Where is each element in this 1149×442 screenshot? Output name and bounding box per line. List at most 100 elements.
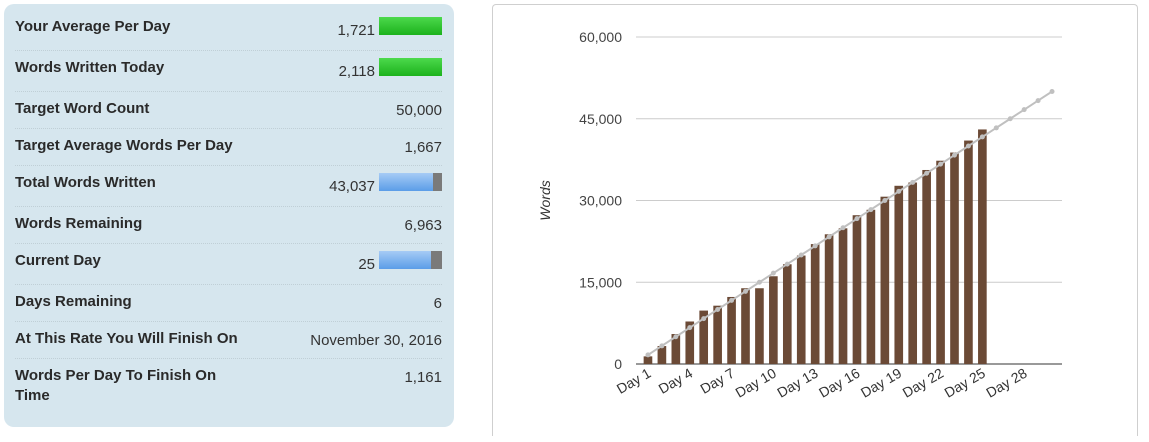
stat-value: 2,118 (338, 63, 375, 80)
stat-value: 1,721 (337, 22, 375, 39)
target-point (1021, 107, 1027, 113)
target-point (854, 216, 860, 222)
x-tick-label: Day 13 (774, 365, 821, 401)
target-point (910, 179, 916, 185)
stat-row-words-remaining: Words Remaining 6,963 (15, 207, 442, 244)
bar-day-4 (685, 321, 695, 364)
target-point (882, 198, 888, 203)
target-point (743, 288, 748, 294)
target-point (729, 297, 735, 303)
stat-label: Days Remaining (15, 293, 132, 310)
stat-row-your-average-per-day: Your Average Per Day 1,721 (15, 10, 442, 51)
target-point (868, 207, 874, 213)
target-point (896, 188, 902, 194)
stat-value: 43,037 (329, 178, 375, 195)
bar-day-7 (727, 296, 736, 364)
target-point (952, 152, 957, 158)
chart-card: 0 15,000 30,000 45,000 60,000 Words Day 1 Day 4… (492, 4, 1138, 436)
stat-value: 6 (433, 295, 442, 312)
stat-value: 6,963 (404, 217, 442, 234)
bar-day-25 (978, 129, 987, 364)
target-point (673, 334, 679, 340)
stat-label: Words Remaining (15, 215, 143, 232)
stat-label: At This Rate You Will Finish On (15, 330, 238, 347)
stat-row-words-written-today: Words Written Today 2,118 (15, 51, 442, 92)
progress-bar (379, 251, 442, 269)
bar-day-1 (643, 356, 653, 364)
stat-value: 1,161 (404, 369, 442, 386)
bar-day-18 (880, 196, 890, 364)
stat-label: Target Word Count (15, 100, 150, 117)
stat-label: Words Per Day To Finish On Time (15, 367, 217, 404)
x-tick-label: Day 16 (816, 365, 863, 401)
bar-day-8 (741, 288, 750, 364)
x-tick-label: Day 4 (656, 365, 696, 397)
target-point (645, 352, 651, 358)
target-point (701, 316, 707, 322)
stat-label: Target Average Words Per Day (15, 137, 233, 154)
bar-day-2 (657, 346, 667, 364)
target-point (1049, 89, 1055, 94)
target-point (770, 270, 776, 276)
progress-bar (379, 173, 442, 191)
stat-label: Current Day (15, 252, 101, 269)
target-point (659, 343, 665, 349)
stat-value: 50,000 (396, 102, 442, 119)
x-tick-label: Day 10 (732, 365, 779, 401)
y-tick-label: 45,000 (579, 111, 622, 127)
stat-row-target-average-words-per-day: Target Average Words Per Day 1,667 (15, 129, 442, 166)
target-point (1007, 116, 1013, 122)
bar-day-9 (755, 288, 764, 364)
target-point (840, 225, 846, 231)
target-point (965, 143, 971, 149)
x-tick-label: Day 22 (900, 365, 947, 401)
progress-bar (379, 17, 442, 35)
bar-day-17 (866, 209, 876, 364)
target-point (687, 325, 693, 331)
progress-bar (379, 58, 442, 76)
bar-day-20 (908, 182, 918, 364)
target-point (924, 170, 930, 176)
target-point (812, 243, 818, 249)
bar-day-22 (936, 160, 945, 364)
bar-day-13 (810, 244, 820, 364)
bar-day-23 (950, 152, 959, 364)
bar-day-21 (922, 169, 931, 364)
y-tick-label: 30,000 (579, 193, 622, 209)
target-point (784, 261, 790, 267)
target-point (938, 161, 944, 167)
bar-day-19 (894, 185, 904, 364)
stat-value: 1,667 (404, 139, 442, 156)
target-point (993, 125, 999, 131)
stat-value: 25 (358, 256, 375, 273)
stat-row-total-words-written: Total Words Written 43,037 (15, 166, 442, 207)
bar-day-16 (852, 215, 862, 364)
bar-day-14 (824, 234, 834, 364)
stat-row-current-day: Current Day 25 (15, 244, 442, 285)
bar-day-12 (796, 255, 806, 364)
target-point (715, 307, 721, 312)
target-point (979, 134, 985, 140)
target-point (798, 252, 804, 258)
target-point (756, 279, 762, 285)
x-tick-label: Day 25 (941, 365, 988, 401)
target-point (826, 234, 832, 240)
bar-day-3 (671, 334, 681, 364)
stats-panel: Your Average Per Day 1,721 Words Written T… (4, 4, 454, 427)
y-axis-label: Words (537, 180, 553, 220)
x-tick-label: Day 7 (697, 365, 737, 397)
bar-day-24 (964, 140, 973, 364)
progress-bar-remainder (433, 173, 442, 191)
bar-day-10 (769, 276, 778, 364)
stat-row-target-word-count: Target Word Count 50,000 (15, 92, 442, 129)
bar-day-5 (699, 310, 709, 364)
y-tick-label: 0 (614, 356, 622, 372)
stat-row-words-per-day-to-finish-on-time: Words Per Day To Finish On Time 1,161 (15, 359, 442, 419)
x-tick-label: Day 28 (983, 365, 1030, 401)
bar-day-11 (782, 264, 792, 364)
y-tick-label: 15,000 (579, 274, 622, 290)
stat-label: Total Words Written (15, 174, 156, 191)
stat-label: Your Average Per Day (15, 18, 171, 35)
y-tick-label: 60,000 (579, 29, 622, 45)
